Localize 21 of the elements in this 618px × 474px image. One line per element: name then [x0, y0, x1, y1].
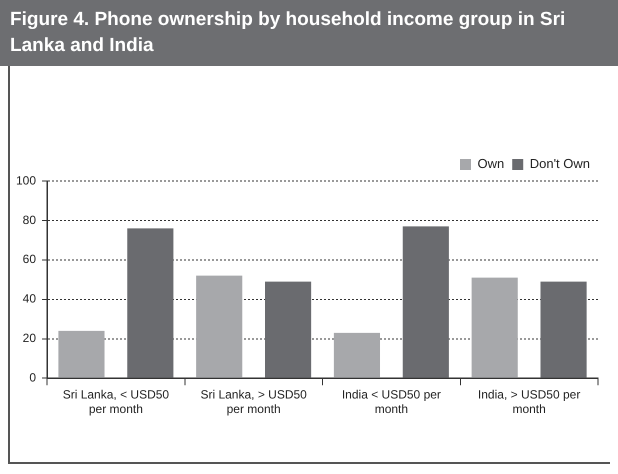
legend-label: Own [477, 156, 504, 172]
bar [334, 332, 380, 378]
chart-title: Figure 4. Phone ownership by household income group in Sri Lanka and India [0, 0, 618, 66]
bar [402, 226, 449, 378]
y-tick-label: 100 [16, 173, 36, 188]
bar [196, 276, 242, 378]
y-tick-label: 0 [29, 370, 36, 385]
legend-label: Don't Own [530, 156, 590, 172]
y-tick-label: 60 [22, 252, 36, 266]
y-tick-label: 80 [22, 212, 36, 227]
bar [540, 282, 587, 378]
bar [265, 282, 312, 378]
bar [58, 330, 105, 378]
y-tick-label: 40 [22, 292, 36, 306]
bar [127, 228, 174, 378]
x-tick-label: Sri Lanka, < USD50 per month [62, 388, 170, 416]
x-tick-label: India < USD50 per month [342, 388, 441, 416]
bar [472, 278, 518, 378]
y-tick-label: 20 [22, 331, 36, 346]
x-tick-label: India, > USD50 per month [478, 388, 580, 416]
x-tick-label: Sri Lanka, > USD50 per month [200, 388, 308, 416]
